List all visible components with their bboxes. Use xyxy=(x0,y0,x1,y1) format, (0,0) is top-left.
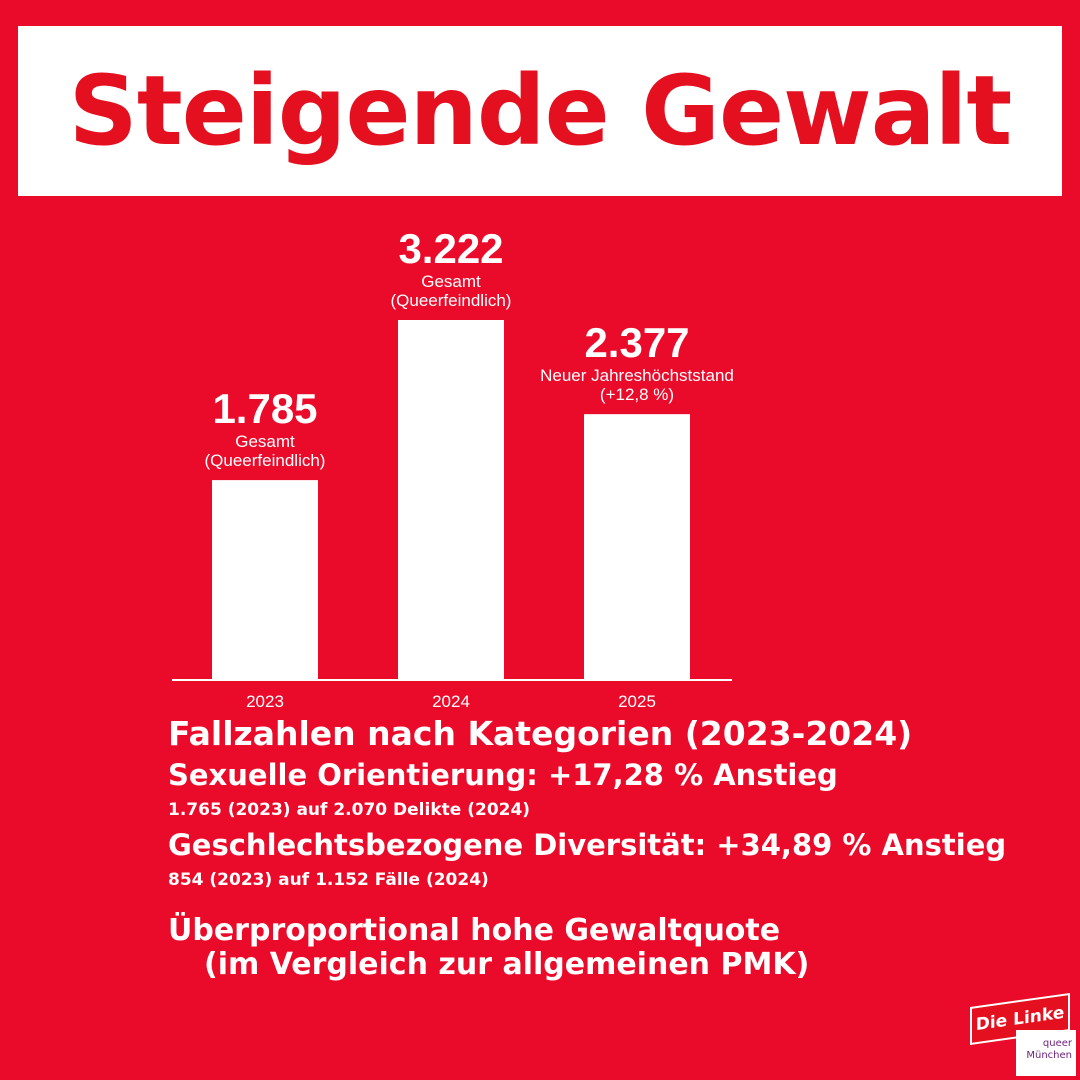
violence-quote-line2: (im Vergleich zur allgemeinen PMK) xyxy=(204,947,810,982)
page-title: Steigende Gewalt xyxy=(68,55,1013,167)
title-banner: Steigende Gewalt xyxy=(18,26,1062,196)
logo-line1: queer xyxy=(1042,1038,1072,1049)
gender-diversity-detail: 854 (2023) auf 1.152 Fälle (2024) xyxy=(168,870,489,890)
bar-chart: 1.785Gesamt(Queerfeindlich)20233.222Gesa… xyxy=(172,225,734,711)
sexual-orientation-detail: 1.765 (2023) auf 2.070 Delikte (2024) xyxy=(168,800,531,820)
stats-heading: Fallzahlen nach Kategorien (2023-2024) xyxy=(168,714,913,753)
sexual-orientation-title: Sexuelle Orientierung: +17,28 % Anstieg xyxy=(168,758,838,792)
logo-subtitle-box: queer München xyxy=(1016,1030,1076,1076)
violence-quote-line1: Überproportional hohe Gewaltquote xyxy=(168,913,781,948)
bar-2025 xyxy=(584,414,690,679)
annotation-2023-1: Gesamt xyxy=(235,432,295,451)
tick-label-2024: 2024 xyxy=(432,692,470,711)
value-label-2024: 3.222 xyxy=(398,225,503,272)
die-linke-logo: Die Linke queer München xyxy=(970,992,1076,1076)
category-stats: Fallzahlen nach Kategorien (2023-2024) S… xyxy=(168,712,1068,982)
value-label-2023: 1.785 xyxy=(212,385,317,432)
value-label-2025: 2.377 xyxy=(584,319,689,366)
annotation-2025-2: (+12,8 %) xyxy=(600,385,674,404)
bar-2024 xyxy=(398,320,504,679)
bar-2023 xyxy=(212,480,318,679)
annotation-2024-1: Gesamt xyxy=(421,272,481,291)
annotation-2024-2: (Queerfeindlich) xyxy=(391,291,512,310)
tick-label-2023: 2023 xyxy=(246,692,284,711)
annotation-2023-2: (Queerfeindlich) xyxy=(205,451,326,470)
gender-diversity-title: Geschlechtsbezogene Diversität: +34,89 %… xyxy=(168,828,1007,862)
annotation-2025-1: Neuer Jahreshöchststand xyxy=(540,366,734,385)
logo-line2: München xyxy=(1026,1050,1072,1061)
tick-label-2025: 2025 xyxy=(618,692,656,711)
